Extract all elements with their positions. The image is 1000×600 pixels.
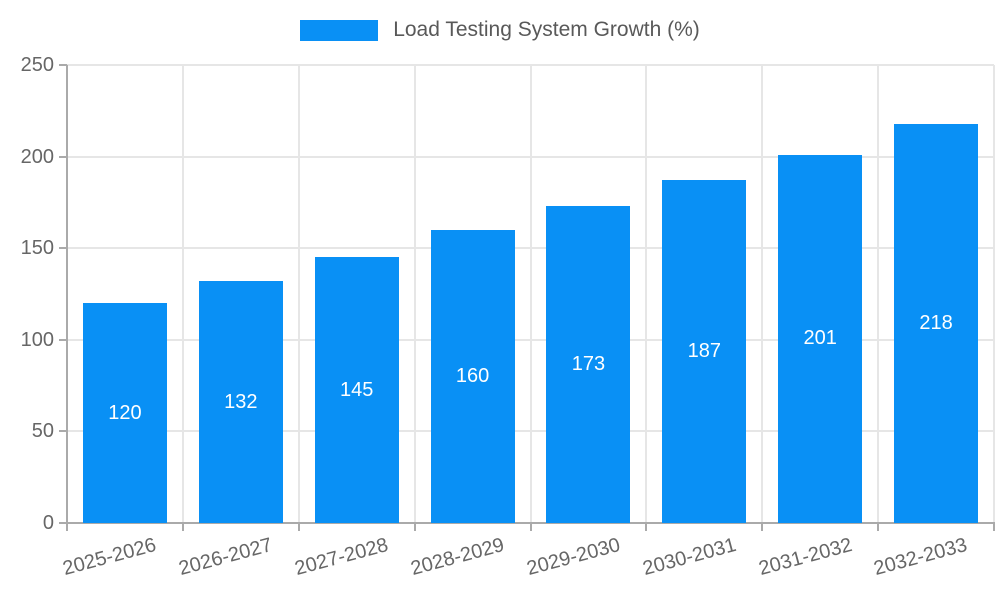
x-gridline <box>645 65 648 523</box>
y-axis-tick-label: 200 <box>20 145 54 168</box>
x-axis-tick <box>877 523 880 531</box>
x-gridline <box>181 65 184 523</box>
x-axis-label-2030-2031: 2030-2031 <box>640 533 739 580</box>
x-axis-label-2027-2028: 2027-2028 <box>292 533 391 580</box>
x-axis-tick <box>181 523 184 531</box>
x-gridline <box>529 65 532 523</box>
x-axis-label-2025-2026: 2025-2026 <box>60 533 159 580</box>
y-axis-tick-label: 150 <box>20 237 54 260</box>
bar-value-label: 132 <box>224 390 258 413</box>
bar-value-label: 120 <box>108 401 142 424</box>
y-axis-tick <box>59 522 67 524</box>
bar-2027-2028[interactable]: 145 <box>314 257 399 523</box>
y-axis-tick <box>59 155 67 158</box>
y-axis-tick-label: 0 <box>42 512 54 534</box>
bar-value-label: 187 <box>687 340 721 363</box>
x-axis-tick <box>761 523 764 531</box>
y-axis-line <box>66 65 68 525</box>
y-axis-tick-label: 100 <box>20 328 54 351</box>
x-axis-label-2028-2029: 2028-2029 <box>408 533 507 580</box>
y-axis-tick <box>59 430 67 433</box>
x-axis-label-2029-2030: 2029-2030 <box>524 533 623 580</box>
y-axis-tick <box>59 64 67 66</box>
x-gridline <box>877 65 880 523</box>
x-axis-tick <box>993 523 995 531</box>
y-axis-tick <box>59 338 67 341</box>
y-axis-tick <box>59 247 67 250</box>
x-axis-label-2031-2032: 2031-2032 <box>756 533 855 580</box>
x-gridline <box>413 65 416 523</box>
y-axis-tick-label: 250 <box>20 54 54 76</box>
x-axis-label-2026-2027: 2026-2027 <box>176 533 275 580</box>
bar-value-label: 145 <box>340 378 374 401</box>
x-axis-line <box>66 522 995 524</box>
x-axis-tick <box>529 523 532 531</box>
bar-2029-2030[interactable]: 173 <box>546 206 631 523</box>
x-axis-tick <box>66 523 68 531</box>
x-axis-tick <box>645 523 648 531</box>
legend-label: Load Testing System Growth (%) <box>393 18 700 41</box>
bar-value-label: 218 <box>919 311 953 334</box>
x-gridline <box>993 65 995 523</box>
bar-2025-2026[interactable]: 120 <box>82 303 167 523</box>
x-axis-label-2032-2033: 2032-2033 <box>871 533 971 580</box>
bar-2026-2027[interactable]: 132 <box>198 281 283 523</box>
bar-value-label: 160 <box>455 364 490 387</box>
bar-value-label: 201 <box>803 327 837 350</box>
x-axis-tick <box>413 523 416 531</box>
bar-2028-2029[interactable]: 160 <box>430 229 515 523</box>
bar-2030-2031[interactable]: 187 <box>662 180 747 523</box>
legend-swatch-icon <box>300 19 379 41</box>
x-gridline <box>297 65 300 523</box>
bar-value-label: 173 <box>571 353 606 376</box>
bar-2032-2033[interactable]: 218 <box>894 123 979 523</box>
y-axis-tick-label: 50 <box>31 420 54 443</box>
x-gridline <box>761 65 764 523</box>
x-axis-tick <box>297 523 300 531</box>
chart-legend[interactable]: Load Testing System Growth (%) <box>0 18 1000 42</box>
bar-2031-2032[interactable]: 201 <box>778 154 863 523</box>
